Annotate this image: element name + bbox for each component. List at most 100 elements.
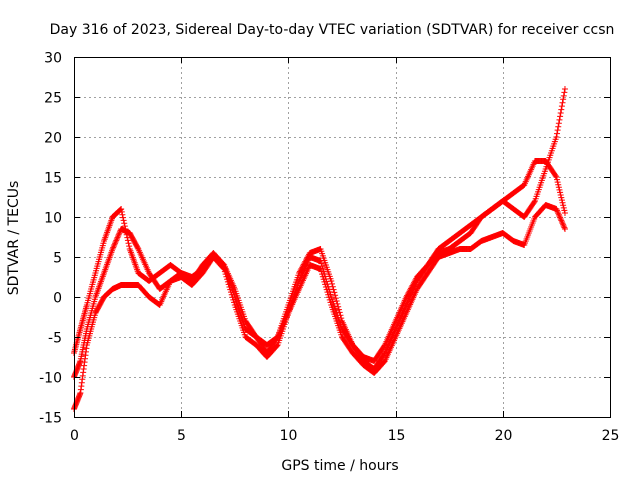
data-point xyxy=(557,189,564,196)
data-point xyxy=(134,244,141,251)
data-point xyxy=(555,184,562,191)
data-point xyxy=(557,192,564,198)
data-point xyxy=(325,291,332,298)
data-point xyxy=(561,224,568,231)
data-point xyxy=(554,179,561,186)
data-point xyxy=(231,299,238,306)
data-point xyxy=(229,294,236,301)
data-point xyxy=(559,99,566,106)
data-point xyxy=(560,96,567,103)
data-point xyxy=(120,217,127,224)
data-point xyxy=(319,273,326,280)
data-point xyxy=(125,240,132,247)
data-point xyxy=(230,296,237,303)
series-trace-a xyxy=(71,86,568,372)
data-point xyxy=(557,113,564,120)
data-point xyxy=(323,286,330,293)
data-point xyxy=(555,123,562,130)
data-point xyxy=(553,174,560,180)
data-point xyxy=(555,181,562,188)
data-point xyxy=(555,120,562,127)
data-point xyxy=(110,244,117,251)
data-point xyxy=(221,266,228,272)
data-point xyxy=(556,186,563,193)
x-tick-label: 15 xyxy=(388,428,406,444)
data-point xyxy=(318,268,325,275)
y-tick-label: 25 xyxy=(44,91,62,107)
data-point xyxy=(324,289,331,296)
y-tick-label: 30 xyxy=(44,51,62,67)
data-point xyxy=(110,243,117,250)
chart-title: Day 316 of 2023, Sidereal Day-to-day VTE… xyxy=(50,22,615,38)
series-trace-c xyxy=(71,202,568,412)
data-point xyxy=(555,210,562,217)
data-point xyxy=(332,292,339,299)
data-point xyxy=(559,199,566,206)
y-axis-label: SDTVAR / TECUs xyxy=(6,181,22,296)
data-point xyxy=(115,233,122,240)
y-tick-label: -15 xyxy=(39,411,62,427)
data-point xyxy=(557,110,564,116)
data-point xyxy=(113,237,120,244)
x-tick-label: 10 xyxy=(280,428,298,444)
data-point xyxy=(326,296,333,303)
y-tick-label: 5 xyxy=(53,251,62,267)
x-tick-label: 20 xyxy=(495,428,513,444)
data-point xyxy=(554,208,561,215)
data-point xyxy=(331,289,338,296)
data-point xyxy=(560,202,567,209)
data-point xyxy=(320,276,327,283)
data-point xyxy=(561,210,568,216)
data-point xyxy=(335,303,342,310)
x-tick-label: 5 xyxy=(177,428,186,444)
data-point xyxy=(227,289,234,296)
data-point xyxy=(561,89,568,96)
y-tick-label: 15 xyxy=(44,171,62,187)
data-point xyxy=(225,281,232,288)
data-point xyxy=(335,306,342,313)
data-point xyxy=(118,206,125,212)
data-point xyxy=(226,284,233,290)
data-point xyxy=(322,281,329,288)
data-point xyxy=(561,226,568,232)
data-point xyxy=(554,127,561,134)
data-point xyxy=(531,199,538,206)
data-point xyxy=(224,276,231,283)
y-tick-label: 20 xyxy=(44,131,62,147)
data-point xyxy=(112,238,119,245)
data-point xyxy=(121,220,128,227)
data-point xyxy=(319,271,326,278)
data-point xyxy=(115,231,122,238)
x-axis-label: GPS time / hours xyxy=(281,458,398,474)
data-point xyxy=(556,213,563,220)
data-point xyxy=(318,260,325,267)
data-point xyxy=(112,240,119,247)
data-point xyxy=(561,86,568,92)
data-point xyxy=(558,106,565,113)
data-point xyxy=(558,103,565,110)
data-point xyxy=(559,220,566,227)
data-point xyxy=(561,207,568,214)
data-point xyxy=(227,286,234,293)
data-point xyxy=(332,295,339,302)
data-point xyxy=(124,237,131,244)
data-point xyxy=(558,197,565,204)
data-point xyxy=(560,223,567,230)
data-point xyxy=(222,271,229,278)
data-point xyxy=(221,268,228,275)
data-point xyxy=(554,130,561,137)
data-point xyxy=(114,234,121,241)
data-point xyxy=(126,243,133,250)
y-tick-label: -10 xyxy=(39,371,62,387)
data-point xyxy=(333,298,340,304)
data-point xyxy=(317,266,324,272)
data-point xyxy=(224,278,231,285)
data-point xyxy=(109,246,116,252)
data-point xyxy=(273,342,280,349)
y-tick-label: 10 xyxy=(44,211,62,227)
data-point xyxy=(119,211,126,218)
data-point xyxy=(555,211,562,218)
data-point xyxy=(554,176,561,183)
data-point xyxy=(558,194,565,201)
data-point xyxy=(321,278,328,285)
